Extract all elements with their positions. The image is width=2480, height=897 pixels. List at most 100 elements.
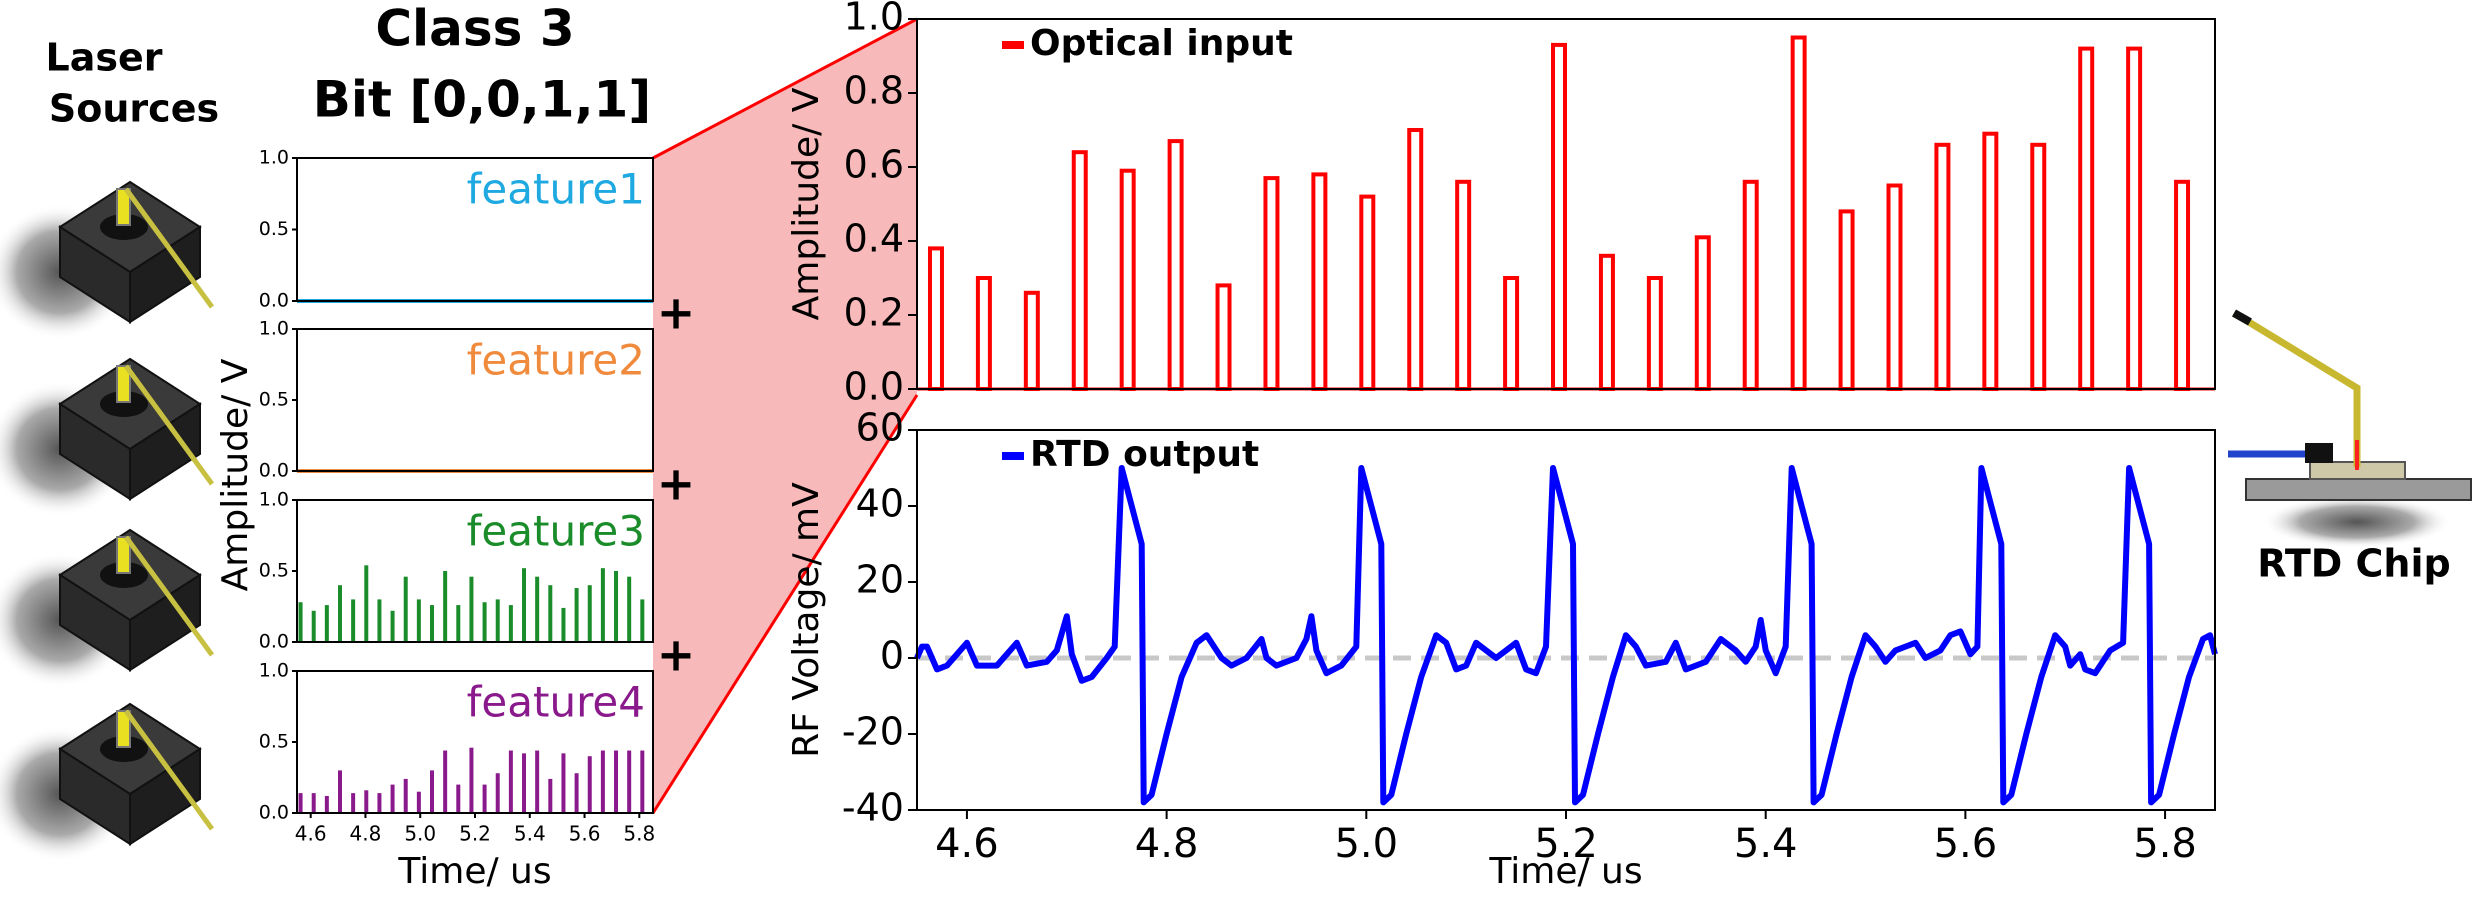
pulse [587,756,592,813]
pulse [548,585,553,642]
pulse [430,605,435,642]
pulse [548,778,553,813]
pulse [482,602,487,642]
pulse [324,605,329,642]
laser-icon [0,530,212,688]
pulse [614,571,619,642]
y-tick-label: 1.0 [844,0,904,39]
laser-icon [0,182,212,340]
x-tick-label: 5.6 [569,822,601,846]
x-tick-label: 5.6 [1934,821,1998,867]
wedge-edge [652,17,918,160]
y-tick-label: 40 [856,482,904,526]
legend-label: RTD output [1030,434,1259,475]
x-tick-label: 5.2 [459,822,491,846]
plot-area [297,329,653,471]
pulse [561,607,566,642]
pulse [535,576,540,642]
pulse [495,599,500,642]
x-tick-label: 4.8 [350,822,382,846]
pulse [522,753,527,813]
y-tick-label: 20 [856,558,904,602]
wedge-edge [651,394,919,814]
pulse [640,750,645,813]
pulse [522,568,527,642]
laser-icon [0,359,212,517]
plot-area [297,158,653,301]
plot-frame [916,18,2216,390]
plot-frame [296,328,654,472]
y-axis-title: Amplitude/ V [786,87,827,320]
plot-frame [296,670,654,814]
laser-label: Laser [46,36,163,80]
x-tick-label: 5.4 [514,822,546,846]
x-tick-label: 5.8 [623,822,655,846]
feature-title: feature3 [467,507,645,556]
pulse [508,750,513,813]
pulse [482,784,487,813]
feature-title: feature2 [467,336,645,385]
zoom-wedge [653,19,917,813]
y-tick-label: 0.0 [259,290,289,312]
pulse [377,599,382,642]
y-tick-label: 0.4 [844,217,904,261]
pulse [627,576,632,642]
laser-label: Sources [49,87,219,131]
pulse [495,773,500,813]
pulse [640,599,645,642]
x-tick-label: 4.6 [295,822,327,846]
y-axis-title: Amplitude/ V [215,358,256,591]
pulse [456,605,461,642]
rtd-chip-icon [2228,309,2472,548]
y-tick-label: 1.0 [259,318,289,340]
y-tick-label: 1.0 [259,489,289,511]
plot-area [297,671,653,813]
legend-label: Optical input [1030,23,1293,64]
pulse [364,790,369,813]
x-axis-title: Time/ us [397,851,551,892]
y-tick-label: 0.6 [844,143,904,187]
pulse [574,588,579,642]
pulse [351,599,356,642]
plot-area [297,500,653,642]
y-tick-label: 0 [880,634,904,678]
y-tick-label: 0.8 [844,69,904,113]
feature-title: feature1 [467,165,645,214]
pulse [403,778,408,813]
class-label: Class 3 [375,0,574,58]
y-tick-label: 0.5 [259,731,289,753]
pulse [311,793,316,813]
pulse [627,750,632,813]
y-tick-label: -40 [842,786,904,830]
pulse [390,784,395,813]
pulse [508,605,513,642]
rtd-chip-label: RTD Chip [2257,542,2450,586]
y-tick-label: 1.0 [259,660,289,682]
y-tick-label: -20 [842,710,904,754]
pulse [561,753,566,813]
pulse [416,599,421,642]
y-tick-label: 0.0 [259,460,289,482]
pulse [456,784,461,813]
pulse [416,791,421,813]
pulse [390,610,395,642]
pulse [430,770,435,813]
y-tick-label: 0.0 [259,802,289,824]
y-tick-label: 0.0 [844,365,904,409]
y-axis-title: RF Voltage/ mV [786,482,827,758]
y-tick-label: 1.0 [259,147,289,169]
y-tick-label: 0.5 [259,560,289,582]
pulse [337,770,342,813]
x-tick-label: 5.2 [1534,821,1598,867]
plot-frame [296,499,654,643]
pulse [403,576,408,642]
pulse [364,565,369,642]
x-tick-label: 5.0 [404,822,436,846]
x-tick-label: 5.8 [2133,821,2197,867]
plus-sign: + [657,457,696,511]
pulse [298,793,303,813]
x-axis-title: Time/ us [1488,851,1642,892]
pulse [298,602,303,642]
pulse [443,571,448,642]
